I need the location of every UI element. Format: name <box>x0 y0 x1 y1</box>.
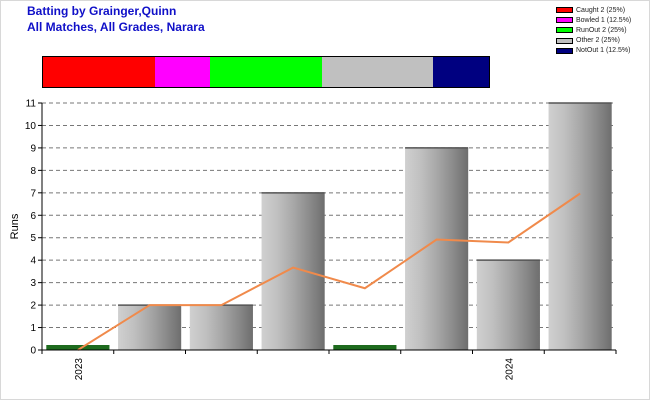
y-tick-label: 9 <box>30 143 36 154</box>
legend-swatch-runout <box>556 27 573 34</box>
y-tick-label: 3 <box>30 278 36 289</box>
y-tick-label: 10 <box>25 121 37 132</box>
axes <box>38 102 617 354</box>
not-out-bar <box>46 345 110 350</box>
legend-swatch-caught <box>556 7 573 14</box>
legend: Caught 2 (25%) Bowled 1 (12.5%) RunOut 2… <box>556 5 631 56</box>
legend-item-notout: NotOut 1 (12.5%) <box>556 46 631 56</box>
dist-segment-runout <box>210 57 322 87</box>
legend-label-runout: RunOut 2 (25%) <box>576 26 627 34</box>
axis-labels: 0 1 2 3 4 5 6 7 8 9 10 11 2023 2024 Runs <box>9 99 515 381</box>
y-tick-label: 7 <box>30 188 36 199</box>
y-tick-label: 1 <box>30 323 36 334</box>
y-tick-label: 11 <box>26 99 37 110</box>
dist-segment-caught <box>43 57 155 87</box>
legend-item-runout: RunOut 2 (25%) <box>556 25 631 35</box>
runs-bar <box>118 305 182 350</box>
x-tick-label: 2023 <box>74 358 85 381</box>
legend-label-caught: Caught 2 (25%) <box>576 6 626 14</box>
runs-bar <box>405 147 469 350</box>
legend-swatch-notout <box>556 47 573 54</box>
legend-label-other: Other 2 (25%) <box>576 37 620 45</box>
legend-item-bowled: Bowled 1 (12.5%) <box>556 15 631 25</box>
y-axis-title: Runs <box>9 213 21 239</box>
y-tick-label: 6 <box>30 211 36 222</box>
dist-segment-other <box>321 57 434 87</box>
y-tick-label: 5 <box>30 233 36 244</box>
y-tick-label: 0 <box>30 346 36 357</box>
average-line-layer <box>77 192 581 351</box>
legend-swatch-other <box>556 37 573 44</box>
average-line <box>77 192 581 351</box>
chart-title: Batting by Grainger,Quinn <box>27 4 177 18</box>
chart-subtitle: All Matches, All Grades, Narara <box>27 20 205 34</box>
legend-label-bowled: Bowled 1 (12.5%) <box>576 16 632 24</box>
legend-item-other: Other 2 (25%) <box>556 36 631 46</box>
runs-bar <box>476 260 540 350</box>
x-tick-label: 2024 <box>504 358 515 381</box>
runs-bar <box>189 305 253 350</box>
not-out-bar <box>333 345 397 350</box>
dist-segment-bowled <box>154 57 211 87</box>
legend-label-notout: NotOut 1 (12.5%) <box>576 47 631 55</box>
dismissal-distribution-bar <box>42 56 490 88</box>
bars <box>46 102 612 350</box>
legend-swatch-bowled <box>556 17 573 24</box>
y-tick-label: 8 <box>30 166 36 177</box>
dist-segment-notout <box>433 57 489 87</box>
runs-bar <box>261 192 325 350</box>
runs-bar <box>548 103 612 350</box>
y-tick-label: 2 <box>30 301 36 312</box>
legend-item-caught: Caught 2 (25%) <box>556 5 631 15</box>
y-tick-label: 4 <box>30 256 36 267</box>
